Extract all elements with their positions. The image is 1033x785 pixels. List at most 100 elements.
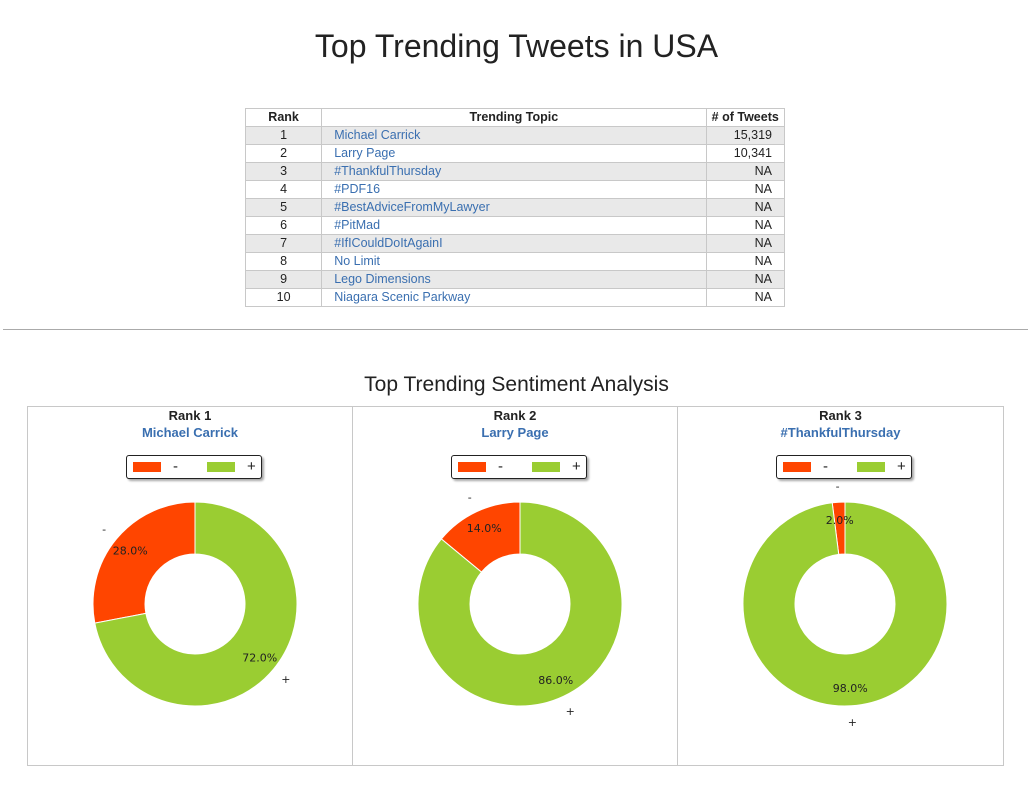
topic-link[interactable]: #PDF16 — [334, 182, 381, 196]
table-row: 1 Michael Carrick 15,319 — [244, 126, 785, 145]
table-row: 7 #IfICouldDoItAgainI NA — [244, 234, 785, 253]
table-row: 3 #ThankfulThursday NA — [244, 162, 785, 181]
legend-positive-label: + — [897, 458, 906, 475]
table-row: 4 #PDF16 NA — [244, 180, 785, 199]
row-topic-cell: Niagara Scenic Parkway — [321, 288, 707, 307]
row-tweet-count: 10,341 — [705, 144, 785, 163]
positive-slice[interactable] — [417, 501, 623, 707]
positive-slice[interactable] — [94, 501, 298, 707]
row-topic-cell: #BestAdviceFromMyLawyer — [321, 198, 707, 217]
chart-panel-rank-3: Rank 3 #ThankfulThursday - + 2.0% - 98.0% + — [678, 407, 1003, 765]
row-rank: 10 — [244, 288, 323, 307]
chart-legend: - + — [776, 455, 912, 479]
trending-table: Rank Trending Topic # of Tweets 1 Michae… — [244, 108, 785, 307]
topic-link[interactable]: Niagara Scenic Parkway — [334, 290, 471, 304]
row-tweet-count: NA — [705, 288, 785, 307]
topic-link[interactable]: #BestAdviceFromMyLawyer — [334, 200, 490, 214]
row-topic-cell: #ThankfulThursday — [321, 162, 707, 181]
row-tweet-count: NA — [705, 270, 785, 289]
donut-chart: 2.0% - 98.0% + — [742, 480, 948, 729]
table-row: 8 No Limit NA — [244, 252, 785, 271]
row-rank: 3 — [244, 162, 323, 181]
positive-percent-label: 86.0% — [538, 674, 573, 687]
topic-link[interactable]: #ThankfulThursday — [334, 164, 442, 178]
header-rank: Rank — [244, 108, 323, 127]
legend-negative-label: - — [173, 458, 178, 475]
legend-positive-swatch — [207, 462, 235, 472]
row-tweet-count: NA — [705, 198, 785, 217]
positive-category-label: + — [848, 716, 857, 729]
topic-link[interactable]: #IfICouldDoItAgainI — [334, 236, 443, 250]
topic-link[interactable]: Michael Carrick — [334, 128, 421, 142]
row-rank: 2 — [244, 144, 323, 163]
chart-topic-title: #ThankfulThursday — [780, 425, 901, 440]
negative-category-label: - — [468, 491, 472, 504]
chart-rank-title: Rank 3 — [819, 408, 862, 423]
negative-percent-label: 28.0% — [113, 544, 148, 557]
positive-slice[interactable] — [742, 501, 948, 707]
sentiment-charts: Rank 1 Michael Carrick - + 28.0% -72.0% + … — [27, 406, 1004, 766]
row-rank: 7 — [244, 234, 323, 253]
row-rank: 8 — [244, 252, 323, 271]
row-topic-cell: #PDF16 — [321, 180, 707, 199]
row-tweet-count: NA — [705, 252, 785, 271]
legend-positive-label: + — [572, 458, 581, 475]
row-topic-cell: Larry Page — [321, 144, 707, 163]
row-rank: 9 — [244, 270, 323, 289]
legend-positive-label: + — [247, 458, 256, 475]
legend-positive-swatch — [532, 462, 560, 472]
topic-link[interactable]: Lego Dimensions — [334, 272, 431, 286]
chart-panel-rank-2: Rank 2 Larry Page - + 14.0% - 86.0% + — [353, 407, 678, 765]
table-row: 6 #PitMad NA — [244, 216, 785, 235]
chart-topic-title: Larry Page — [481, 425, 549, 440]
chart-topic-title: Michael Carrick — [141, 425, 239, 440]
section-divider — [3, 329, 1028, 330]
legend-negative-swatch — [133, 462, 161, 472]
positive-category-label: + — [281, 673, 290, 686]
row-topic-cell: Michael Carrick — [321, 126, 707, 145]
row-rank: 5 — [244, 198, 323, 217]
legend-negative-swatch — [783, 462, 811, 472]
legend-positive-swatch — [857, 462, 885, 472]
topic-link[interactable]: Larry Page — [334, 146, 396, 160]
chart-rank-title: Rank 2 — [493, 408, 537, 423]
donut-chart: 28.0%- 72.0% + — [92, 501, 298, 707]
topic-link[interactable]: No Limit — [334, 254, 381, 268]
chart-legend: - + — [451, 455, 587, 479]
row-topic-cell: Lego Dimensions — [321, 270, 707, 289]
row-topic-cell: #PitMad — [321, 216, 707, 235]
row-tweet-count: NA — [705, 162, 785, 181]
positive-category-label: + — [566, 705, 575, 718]
positive-percent-label: 98.0% — [833, 682, 868, 695]
row-rank: 6 — [244, 216, 323, 235]
negative-slice[interactable] — [92, 501, 196, 624]
row-tweet-count: 15,319 — [705, 126, 785, 145]
table-row: 5 #BestAdviceFromMyLawyer NA — [244, 198, 785, 217]
negative-category-label: - — [102, 523, 106, 536]
negative-percent-label: 14.0% — [467, 522, 502, 535]
topic-link[interactable]: #PitMad — [334, 218, 381, 232]
row-topic-cell: #IfICouldDoItAgainI — [321, 234, 707, 253]
page-title: Top Trending Tweets in USA — [314, 28, 719, 64]
row-topic-cell: No Limit — [321, 252, 707, 271]
header-tweet-count: # of Tweets — [705, 108, 785, 127]
table-row: 2 Larry Page 10,341 — [244, 144, 785, 163]
negative-category-label: - — [836, 480, 840, 493]
table-row: 9 Lego Dimensions NA — [244, 270, 785, 289]
legend-negative-label: - — [498, 458, 503, 475]
row-tweet-count: NA — [705, 216, 785, 235]
legend-negative-label: - — [823, 458, 828, 475]
row-rank: 1 — [244, 126, 323, 145]
header-trending-topic: Trending Topic — [321, 108, 707, 127]
row-rank: 4 — [244, 180, 323, 199]
table-header-row: Rank Trending Topic # of Tweets — [244, 108, 785, 127]
chart-legend: - + — [126, 455, 262, 479]
row-tweet-count: NA — [705, 234, 785, 253]
legend-negative-swatch — [458, 462, 486, 472]
sentiment-section-title: Top Trending Sentiment Analysis — [364, 373, 669, 396]
donut-chart: 14.0% - 86.0% + — [417, 491, 623, 718]
negative-percent-label: 2.0% — [826, 514, 854, 527]
table-row: 10 Niagara Scenic Parkway NA — [244, 288, 785, 307]
chart-rank-title: Rank 1 — [168, 408, 212, 423]
chart-panel-rank-1: Rank 1 Michael Carrick - + 28.0% -72.0% + — [28, 407, 353, 765]
